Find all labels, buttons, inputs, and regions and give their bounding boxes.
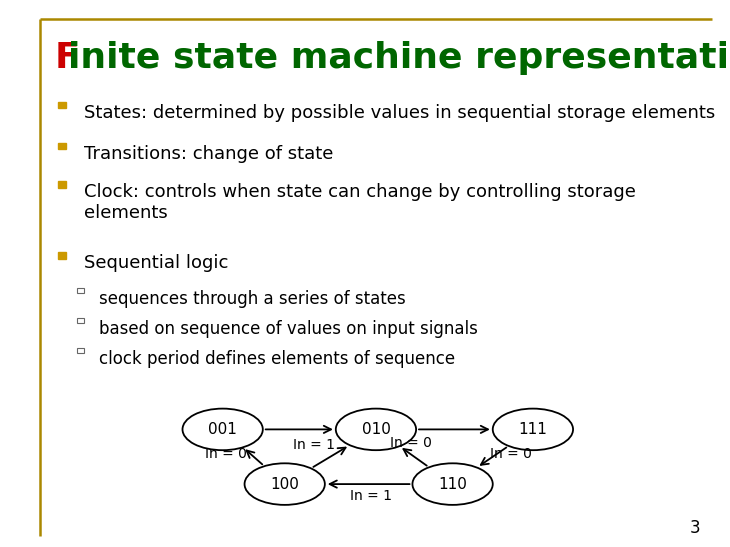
Bar: [77, 288, 83, 293]
Text: In = 0: In = 0: [490, 447, 532, 461]
Text: In = 1: In = 1: [350, 489, 392, 503]
Bar: [58, 252, 66, 259]
Bar: [58, 181, 66, 188]
Text: 110: 110: [438, 476, 467, 492]
Ellipse shape: [412, 463, 493, 505]
Bar: [77, 318, 83, 323]
Text: based on sequence of values on input signals: based on sequence of values on input sig…: [99, 320, 477, 338]
Bar: [58, 102, 66, 108]
Text: clock period defines elements of sequence: clock period defines elements of sequenc…: [99, 350, 455, 368]
Text: In = 1: In = 1: [293, 438, 335, 452]
Text: Transitions: change of state: Transitions: change of state: [84, 145, 334, 163]
Ellipse shape: [245, 463, 325, 505]
Text: Clock: controls when state can change by controlling storage
elements: Clock: controls when state can change by…: [84, 183, 636, 222]
Text: 001: 001: [208, 422, 237, 437]
Text: In = 0: In = 0: [390, 436, 431, 450]
Text: 3: 3: [690, 519, 701, 537]
Bar: [58, 143, 66, 149]
Text: inite state machine representations: inite state machine representations: [68, 41, 730, 75]
Text: Sequential logic: Sequential logic: [84, 254, 228, 272]
Text: 010: 010: [361, 422, 391, 437]
Text: sequences through a series of states: sequences through a series of states: [99, 290, 405, 308]
Text: 100: 100: [270, 476, 299, 492]
Ellipse shape: [493, 409, 573, 450]
Text: In = 0: In = 0: [205, 447, 247, 461]
Ellipse shape: [336, 409, 416, 450]
Text: F: F: [55, 41, 80, 75]
Text: 111: 111: [518, 422, 548, 437]
Text: States: determined by possible values in sequential storage elements: States: determined by possible values in…: [84, 104, 715, 122]
Ellipse shape: [182, 409, 263, 450]
Bar: [77, 348, 83, 353]
